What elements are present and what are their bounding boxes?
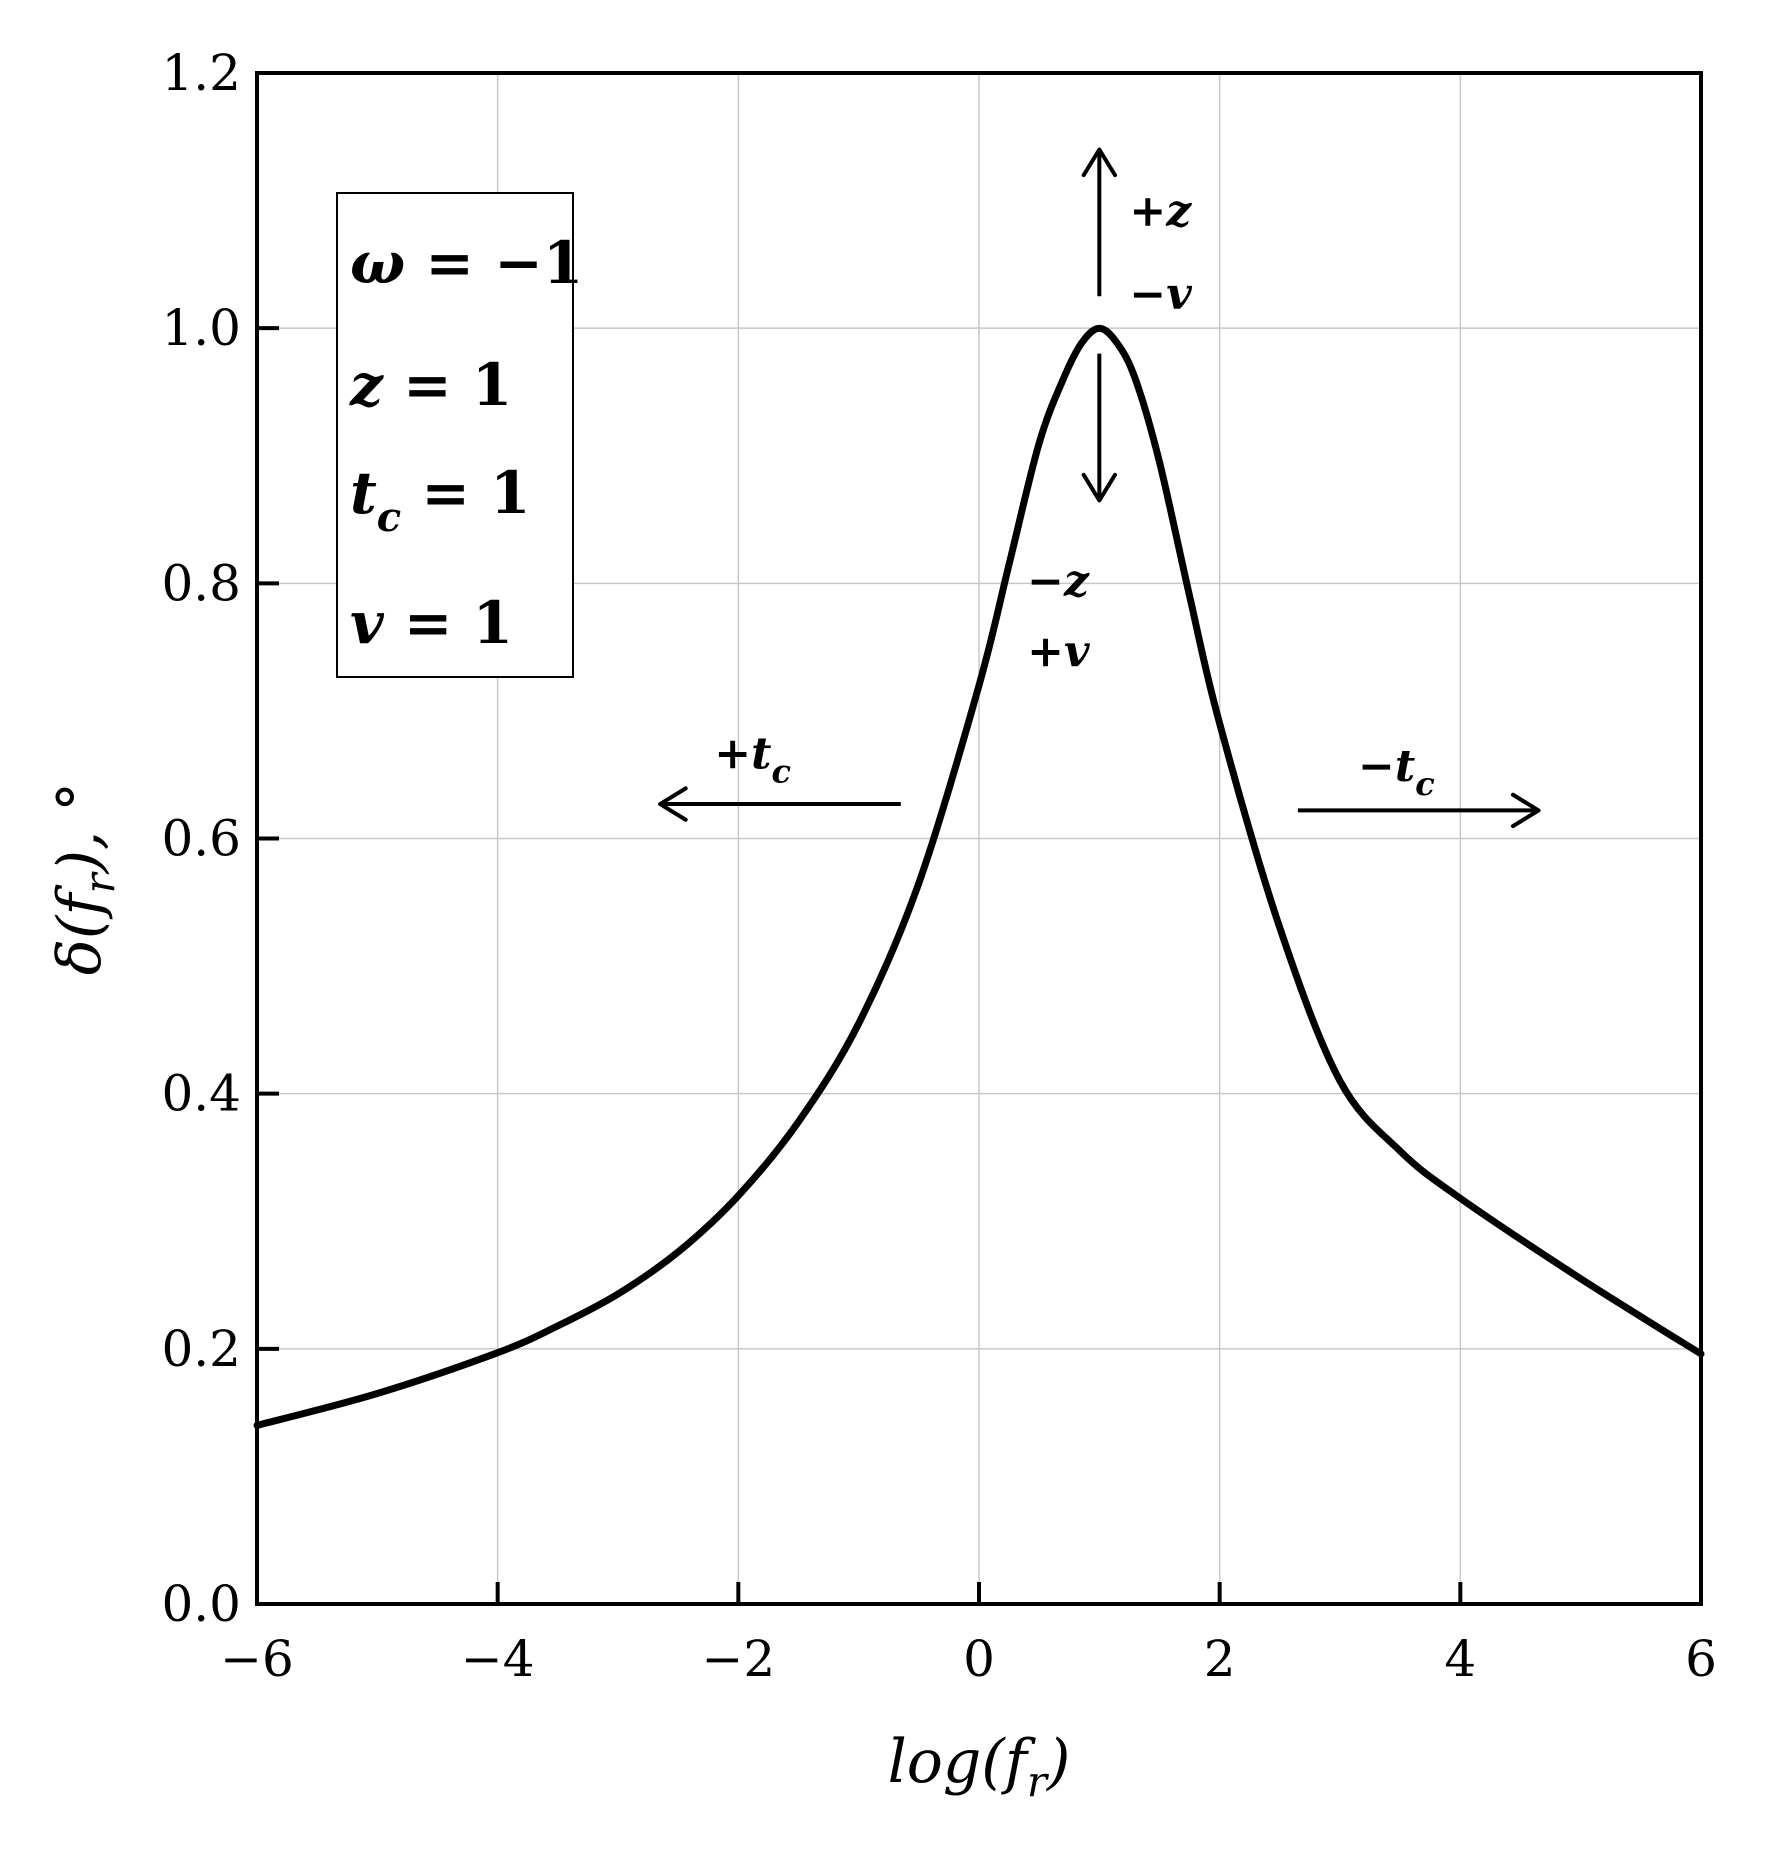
legend-symbol: t	[350, 459, 377, 527]
annotation-plus-z: +z	[1129, 186, 1192, 237]
x-axis-title-close: )	[1045, 1727, 1070, 1797]
x-tick-label: −4	[461, 1630, 535, 1688]
y-tick-label: 0.6	[161, 810, 241, 868]
legend-box: ω = −1z = 1tc = 1v = 1	[336, 192, 583, 678]
x-tick-label: 4	[1444, 1630, 1476, 1688]
annotation-minus-tc: −tc	[1358, 741, 1435, 803]
legend-item: z = 1	[349, 351, 512, 419]
y-tick-label: 0.4	[161, 1065, 241, 1123]
annotation-sign: −	[1129, 269, 1166, 320]
annotation-symbol: t	[751, 728, 771, 779]
legend-frame	[336, 192, 574, 678]
x-tick-label: 0	[963, 1630, 995, 1688]
x-tick-labels: −6 −4 −2 0 2 4 6	[220, 1630, 1717, 1688]
annotation-plus-tc: +tc	[714, 728, 791, 790]
arrows	[658, 147, 1541, 829]
annotation-symbol: z	[1063, 556, 1090, 607]
arrow-down-head	[1081, 472, 1118, 503]
legend-item: tc = 1	[350, 459, 531, 541]
y-axis-title-sub: r	[75, 870, 124, 893]
arrow-up-head	[1081, 147, 1118, 178]
y-tick-label: 0.0	[161, 1575, 241, 1633]
y-axis-title-main: δ(f	[45, 884, 115, 976]
annotation-symbol: v	[1064, 626, 1090, 677]
y-axis-title: δ(fr), °	[45, 782, 124, 975]
axis-ticks	[255, 71, 1703, 1606]
legend-symbol: ω	[350, 229, 405, 297]
legend-subscript: c	[377, 494, 401, 541]
annotation-sign: +	[1027, 626, 1064, 677]
annotation-sign: +	[714, 728, 751, 779]
annotation-sign: −	[1358, 741, 1395, 792]
x-axis-title-sub: r	[1027, 1757, 1050, 1806]
annotation-plus-v: +v	[1027, 626, 1090, 677]
annotation-minus-v: −v	[1129, 269, 1192, 320]
annotation-minus-z: −z	[1027, 556, 1090, 607]
y-tick-labels: 0.0 0.2 0.4 0.6 0.8 1.0 1.2	[161, 44, 241, 1633]
x-tick-label: −6	[220, 1630, 294, 1688]
annotation-sign: −	[1027, 556, 1064, 607]
annotation-symbol: v	[1166, 269, 1192, 320]
legend-item: ω = −1	[350, 229, 583, 297]
legend-item: v = 1	[350, 589, 513, 657]
annotation-symbol: t	[1395, 741, 1415, 792]
x-axis-title-main: log(f	[888, 1727, 1037, 1797]
legend-symbol: v	[350, 589, 385, 657]
legend-value: = 1	[383, 351, 512, 419]
annotations: +z−v−z+v+tc −tc	[714, 186, 1434, 803]
legend-symbol: z	[349, 351, 384, 419]
annotation-sign: +	[1129, 186, 1166, 237]
annotation-subscript: c	[771, 752, 790, 790]
x-axis-title: log(fr)	[888, 1727, 1071, 1806]
legend-value: = 1	[384, 589, 513, 657]
series-line	[253, 324, 1705, 1429]
legend-value: = −1	[405, 229, 583, 297]
legend-value: = 1	[401, 459, 530, 527]
arrow-left-head	[658, 786, 688, 822]
x-tick-label: 6	[1685, 1630, 1717, 1688]
y-tick-label: 1.2	[161, 44, 241, 102]
x-tick-label: −2	[701, 1630, 775, 1688]
arrow-right-head	[1510, 792, 1541, 829]
annotation-subscript: c	[1415, 765, 1434, 803]
x-tick-label: 2	[1204, 1630, 1236, 1688]
y-axis-title-close: ), °	[45, 782, 115, 876]
y-tick-label: 1.0	[161, 299, 241, 357]
annotation-symbol: z	[1165, 186, 1192, 237]
y-tick-label: 0.2	[161, 1320, 241, 1378]
y-tick-label: 0.8	[161, 554, 241, 612]
